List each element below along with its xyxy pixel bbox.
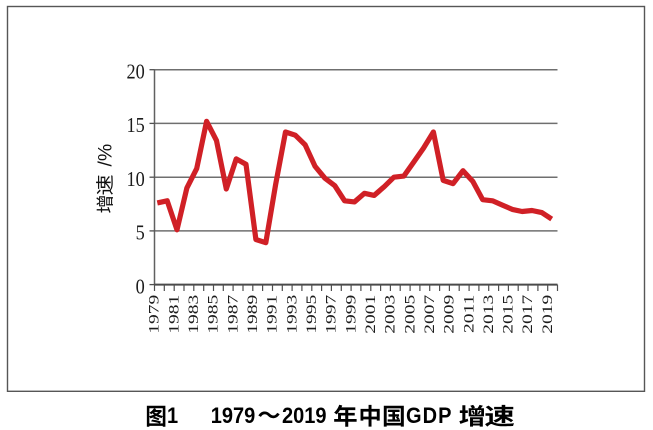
svg-text:20: 20 <box>127 60 145 83</box>
svg-text:2013: 2013 <box>480 295 496 334</box>
svg-text:2009: 2009 <box>441 295 457 334</box>
svg-text:1979: 1979 <box>211 404 256 428</box>
svg-text:GDP: GDP <box>406 404 452 428</box>
svg-text:2011: 2011 <box>460 295 476 333</box>
svg-text:2005: 2005 <box>401 295 417 334</box>
svg-text:2019: 2019 <box>282 404 327 428</box>
svg-text:15: 15 <box>127 114 145 137</box>
svg-text:2017: 2017 <box>519 294 535 333</box>
svg-text:2007: 2007 <box>421 294 437 333</box>
svg-text:1985: 1985 <box>205 295 221 334</box>
svg-text:1995: 1995 <box>303 295 319 334</box>
svg-text:5: 5 <box>136 221 145 244</box>
svg-text:1987: 1987 <box>224 294 240 333</box>
svg-text:1979: 1979 <box>146 295 162 334</box>
svg-text:1981: 1981 <box>166 295 182 334</box>
svg-text:10: 10 <box>127 168 145 191</box>
svg-text:1983: 1983 <box>185 295 201 334</box>
svg-text:2003: 2003 <box>382 295 398 334</box>
svg-text:1991: 1991 <box>264 295 280 334</box>
svg-text:1997: 1997 <box>323 294 339 333</box>
svg-text:1999: 1999 <box>342 295 358 334</box>
svg-text:0: 0 <box>136 275 145 298</box>
svg-text:/%: /% <box>95 144 117 167</box>
svg-text:2001: 2001 <box>362 295 378 334</box>
svg-text:1: 1 <box>167 404 178 428</box>
svg-text:1993: 1993 <box>283 295 299 334</box>
svg-text:1989: 1989 <box>244 295 260 334</box>
svg-text:2015: 2015 <box>500 295 516 334</box>
svg-text:2019: 2019 <box>539 295 555 334</box>
